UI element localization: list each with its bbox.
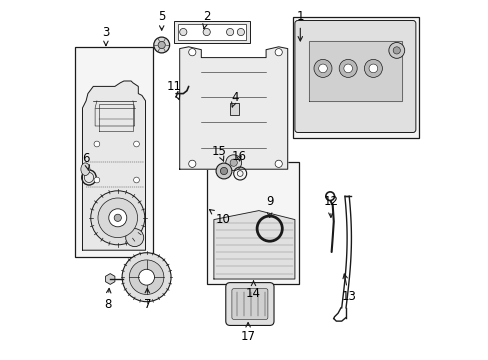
Circle shape — [226, 28, 233, 36]
Text: 17: 17 — [240, 323, 255, 343]
Circle shape — [98, 198, 137, 238]
Circle shape — [203, 28, 210, 36]
Circle shape — [237, 28, 244, 36]
Text: 15: 15 — [211, 145, 226, 161]
Bar — [75, 47, 152, 257]
Circle shape — [125, 229, 143, 247]
Polygon shape — [213, 211, 294, 279]
Text: 11: 11 — [166, 80, 182, 100]
Text: 14: 14 — [245, 281, 261, 300]
FancyBboxPatch shape — [231, 289, 267, 319]
Circle shape — [364, 59, 382, 77]
Circle shape — [216, 163, 231, 179]
Ellipse shape — [81, 163, 90, 175]
Text: 5: 5 — [158, 10, 165, 30]
Bar — [174, 21, 249, 43]
Text: 13: 13 — [341, 274, 356, 303]
Bar — [292, 17, 418, 138]
Circle shape — [108, 209, 126, 227]
Text: 16: 16 — [231, 150, 246, 163]
Text: 3: 3 — [102, 26, 109, 46]
Circle shape — [343, 64, 352, 73]
Bar — [178, 24, 246, 40]
Circle shape — [158, 41, 165, 49]
Circle shape — [122, 253, 171, 302]
Text: 9: 9 — [265, 195, 273, 217]
Text: 1: 1 — [296, 10, 304, 41]
Circle shape — [318, 64, 326, 73]
Circle shape — [188, 49, 196, 56]
Circle shape — [275, 160, 282, 167]
Circle shape — [392, 47, 400, 54]
Bar — [230, 103, 239, 115]
Circle shape — [114, 214, 121, 221]
Text: 4: 4 — [231, 91, 239, 107]
Circle shape — [179, 28, 186, 36]
Circle shape — [139, 269, 154, 285]
Circle shape — [339, 59, 356, 77]
Circle shape — [220, 167, 227, 175]
Circle shape — [225, 155, 241, 171]
FancyBboxPatch shape — [225, 283, 273, 325]
Circle shape — [230, 159, 237, 166]
Text: 2: 2 — [203, 10, 210, 29]
Text: 6: 6 — [82, 152, 90, 170]
Circle shape — [313, 59, 331, 77]
Circle shape — [368, 64, 377, 73]
Circle shape — [133, 177, 139, 183]
Text: 12: 12 — [323, 195, 338, 217]
Bar — [206, 162, 298, 284]
Polygon shape — [82, 81, 145, 250]
Circle shape — [188, 160, 196, 167]
Circle shape — [91, 191, 144, 245]
Circle shape — [94, 141, 100, 147]
Circle shape — [275, 49, 282, 56]
Circle shape — [388, 42, 404, 58]
Text: 10: 10 — [209, 210, 230, 226]
Circle shape — [153, 37, 169, 53]
Circle shape — [133, 141, 139, 147]
Circle shape — [94, 177, 100, 183]
FancyBboxPatch shape — [294, 21, 415, 132]
Text: 7: 7 — [143, 288, 151, 311]
Polygon shape — [179, 47, 287, 169]
Circle shape — [129, 260, 163, 294]
Polygon shape — [308, 41, 401, 101]
Text: 8: 8 — [104, 288, 111, 311]
